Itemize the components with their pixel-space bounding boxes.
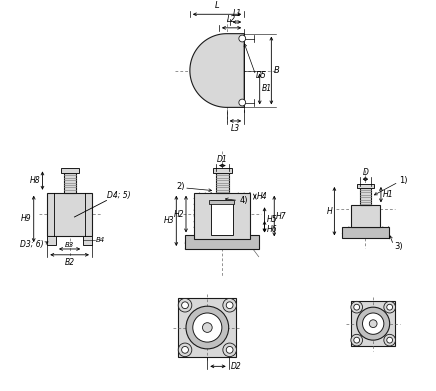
Bar (351, 205, 380, 227)
Bar (357, 184, 374, 188)
Text: D3; 6): D3; 6) (20, 240, 44, 249)
Text: H4: H4 (257, 192, 267, 201)
Circle shape (226, 302, 233, 308)
Circle shape (178, 298, 192, 312)
Text: B4: B4 (96, 237, 105, 243)
Text: B1: B1 (262, 84, 272, 93)
Text: H9: H9 (21, 214, 32, 223)
Circle shape (186, 306, 228, 349)
Circle shape (351, 301, 362, 313)
Text: H8: H8 (30, 176, 41, 185)
Text: H6: H6 (266, 225, 277, 234)
Text: 1): 1) (399, 176, 408, 185)
Circle shape (223, 298, 236, 312)
Circle shape (226, 346, 233, 353)
Polygon shape (190, 34, 244, 108)
Text: B: B (273, 66, 279, 75)
Bar (216, 173, 228, 193)
Circle shape (193, 313, 222, 342)
Text: B3: B3 (65, 242, 74, 248)
Text: H1: H1 (383, 190, 394, 199)
Bar (61, 169, 79, 173)
Text: D5: D5 (256, 71, 266, 80)
Bar (64, 173, 76, 193)
Bar (360, 188, 371, 205)
Circle shape (182, 302, 188, 308)
Bar (47, 237, 56, 245)
Text: H: H (327, 207, 332, 216)
Circle shape (384, 301, 395, 313)
Text: L3: L3 (231, 124, 240, 133)
Text: B2: B2 (65, 258, 75, 267)
Bar (211, 201, 232, 235)
Text: 2): 2) (176, 183, 184, 192)
Circle shape (354, 304, 360, 310)
Text: D4; 5): D4; 5) (107, 190, 131, 199)
Bar (351, 301, 395, 346)
Text: L: L (215, 2, 219, 11)
Text: D: D (362, 168, 368, 177)
Circle shape (351, 334, 362, 346)
Text: L1: L1 (232, 9, 242, 18)
Circle shape (357, 307, 390, 340)
Bar (83, 237, 92, 245)
Bar (185, 235, 259, 249)
Circle shape (182, 346, 188, 353)
Text: 4): 4) (239, 196, 248, 205)
Text: H3: H3 (164, 216, 174, 225)
Circle shape (354, 337, 360, 343)
Text: 3): 3) (395, 242, 403, 251)
Circle shape (369, 320, 377, 328)
Bar (209, 201, 235, 204)
Circle shape (387, 304, 392, 310)
Circle shape (387, 337, 392, 343)
Text: H7: H7 (276, 212, 287, 221)
Circle shape (202, 323, 212, 332)
Text: D2: D2 (231, 362, 242, 371)
Circle shape (239, 35, 245, 42)
Bar (342, 227, 389, 238)
Circle shape (223, 343, 236, 357)
Bar (178, 298, 236, 357)
Circle shape (384, 334, 395, 346)
Bar (194, 193, 250, 239)
Circle shape (362, 313, 384, 334)
Circle shape (239, 99, 245, 106)
Bar (213, 169, 232, 173)
Text: H2: H2 (174, 210, 184, 219)
Text: D1: D1 (217, 154, 227, 163)
Text: L2: L2 (227, 15, 236, 24)
Circle shape (178, 343, 192, 357)
Text: H5: H5 (266, 215, 277, 224)
Bar (47, 193, 92, 237)
